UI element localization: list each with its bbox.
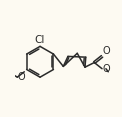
Text: O: O: [103, 64, 110, 74]
Text: O: O: [103, 46, 110, 56]
Text: Cl: Cl: [35, 35, 45, 45]
Text: O: O: [17, 72, 25, 82]
